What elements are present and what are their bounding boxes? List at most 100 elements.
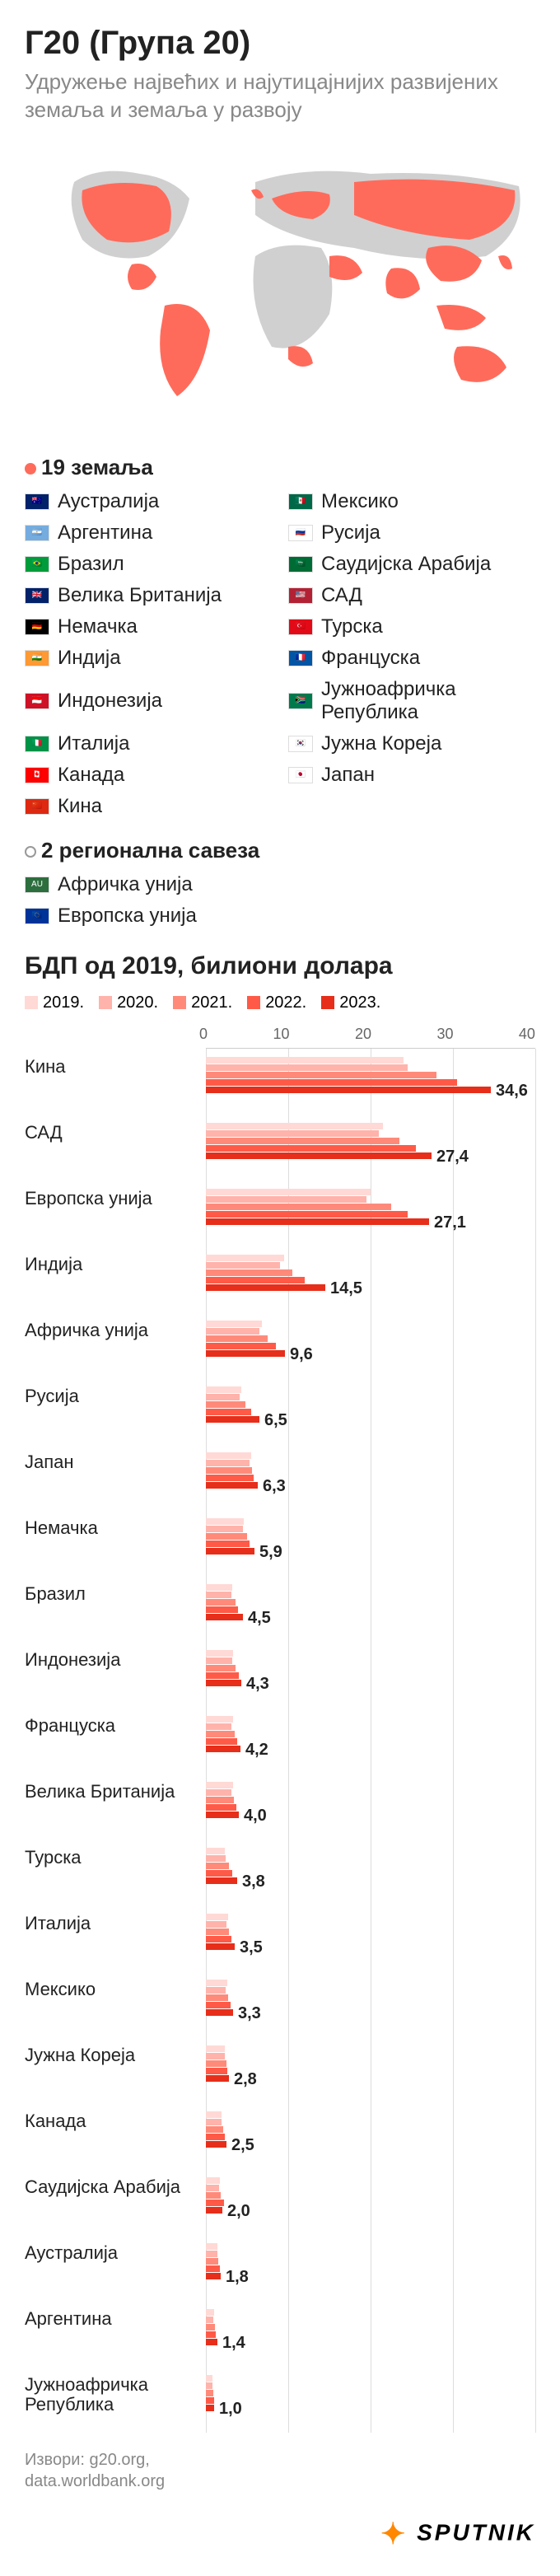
legend-item: 2021. (173, 993, 232, 1012)
bar (206, 2111, 222, 2118)
bar (206, 1921, 226, 1928)
bar (206, 2405, 214, 2411)
axis-tick: 40 (519, 1026, 535, 1043)
bar (206, 2068, 227, 2074)
axis-tick: 20 (355, 1026, 371, 1043)
flag-icon: 🇪🇺 (25, 908, 49, 924)
legend-swatch-icon (25, 996, 38, 1009)
bar (206, 1672, 239, 1679)
bar (206, 1789, 231, 1796)
countries-header: 19 земаља (25, 455, 535, 480)
bar (206, 1987, 226, 1994)
bar (206, 1350, 285, 1357)
bar (206, 1812, 239, 1818)
bar-value: 34,6 (496, 1082, 528, 1101)
flag-icon: 🇨🇳 (25, 798, 49, 815)
chart-row: Јужноафричка Република 1,0 (206, 2367, 535, 2433)
country-item: 🇮🇩 Индонезија (25, 678, 272, 724)
row-label: Јапан (25, 1452, 198, 1472)
flag-icon: 🇿🇦 (288, 693, 313, 709)
bar-value: 3,8 (242, 1872, 265, 1891)
bar-value: 1,8 (226, 2268, 249, 2287)
bar-value: 9,6 (290, 1345, 313, 1364)
bar (206, 1416, 259, 1423)
country-item: 🇿🇦 Јужноафричка Република (288, 678, 535, 724)
bar-chart: 010203040 Кина 34,6 САД 27,4 Европска ун… (206, 1026, 535, 2433)
bar (206, 1928, 229, 1935)
legend-label: 2022. (265, 993, 306, 1012)
country-name: Јужноафричка Република (321, 678, 535, 724)
bar (206, 2309, 214, 2316)
bar (206, 1482, 258, 1489)
chart-row: Јапан 6,3 (206, 1444, 535, 1510)
country-item: 🇩🇪 Немачка (25, 615, 272, 638)
row-label: Индија (25, 1255, 198, 1274)
chart-row: Јужна Кореја 2,8 (206, 2037, 535, 2103)
bar (206, 1460, 250, 1466)
chart-title: БДП од 2019, билиони долара (25, 952, 535, 980)
bar-value: 6,3 (263, 1477, 286, 1496)
bar (206, 1087, 491, 1093)
chart-row: Кина 34,6 (206, 1049, 535, 1115)
flag-icon: 🇦🇺 (25, 493, 49, 510)
bar (206, 2177, 220, 2184)
flag-icon: 🇸🇦 (288, 556, 313, 573)
row-label: Немачка (25, 1518, 198, 1538)
chart-row: Канада 2,5 (206, 2103, 535, 2169)
bar-value: 4,2 (245, 1741, 268, 1760)
bar (206, 1723, 231, 1730)
bar (206, 1211, 408, 1218)
country-item: 🇮🇹 Италија (25, 732, 272, 755)
bar (206, 2053, 225, 2059)
bar (206, 1657, 232, 1664)
chart-row: Индија 14,5 (206, 1246, 535, 1312)
bar (206, 1855, 226, 1862)
row-label: Кина (25, 1057, 198, 1077)
country-name: Француска (321, 647, 420, 670)
bar (206, 2265, 220, 2272)
page-subtitle: Удружење највећих и најутицајнијих разви… (25, 68, 535, 124)
country-name: Аргентина (58, 521, 152, 545)
bar (206, 1650, 233, 1657)
bar (206, 1152, 432, 1159)
bar (206, 1716, 233, 1723)
country-item: 🇹🇷 Турска (288, 615, 535, 638)
bar (206, 1863, 229, 1869)
country-name: Аустралија (58, 490, 159, 513)
country-name: Италија (58, 732, 129, 755)
legend-label: 2020. (117, 993, 158, 1012)
flag-icon: 🇮🇳 (25, 650, 49, 666)
chart-row: Аргентина 1,4 (206, 2301, 535, 2367)
bar (206, 1394, 240, 1400)
bar-value: 1,4 (222, 2334, 245, 2353)
country-item: 🇰🇷 Јужна Кореја (288, 732, 535, 755)
x-axis-labels: 010203040 (199, 1026, 535, 1048)
bar (206, 1452, 251, 1459)
alliance-item: 🇪🇺 Европска унија (25, 905, 535, 928)
sputnik-logo: ✦ SPUTNIK (380, 2517, 535, 2551)
bar (206, 2251, 217, 2257)
row-label: Бразил (25, 1584, 198, 1604)
bar (206, 2200, 224, 2206)
row-label: Француска (25, 1716, 198, 1736)
flag-icon: 🇫🇷 (288, 650, 313, 666)
bar (206, 1072, 436, 1078)
bar (206, 1980, 227, 1986)
bar (206, 2339, 217, 2345)
bar (206, 2119, 222, 2125)
row-label: Саудијска Арабија (25, 2177, 198, 2197)
country-item: 🇨🇦 Канада (25, 764, 272, 787)
bar (206, 1614, 243, 1620)
row-label: Канада (25, 2111, 198, 2131)
chart-row: Саудијска Арабија 2,0 (206, 2169, 535, 2235)
bar-value: 4,0 (244, 1807, 267, 1826)
legend-swatch-icon (173, 996, 186, 1009)
bar (206, 2207, 222, 2214)
flag-icon: 🇮🇹 (25, 736, 49, 752)
country-name: Канада (58, 764, 124, 787)
row-label: Турска (25, 1848, 198, 1868)
country-name: Бразил (58, 553, 124, 576)
bar-value: 27,4 (436, 1148, 469, 1166)
sources-text: Извори: g20.org,data.worldbank.org (25, 2449, 535, 2492)
bar (206, 1584, 232, 1591)
